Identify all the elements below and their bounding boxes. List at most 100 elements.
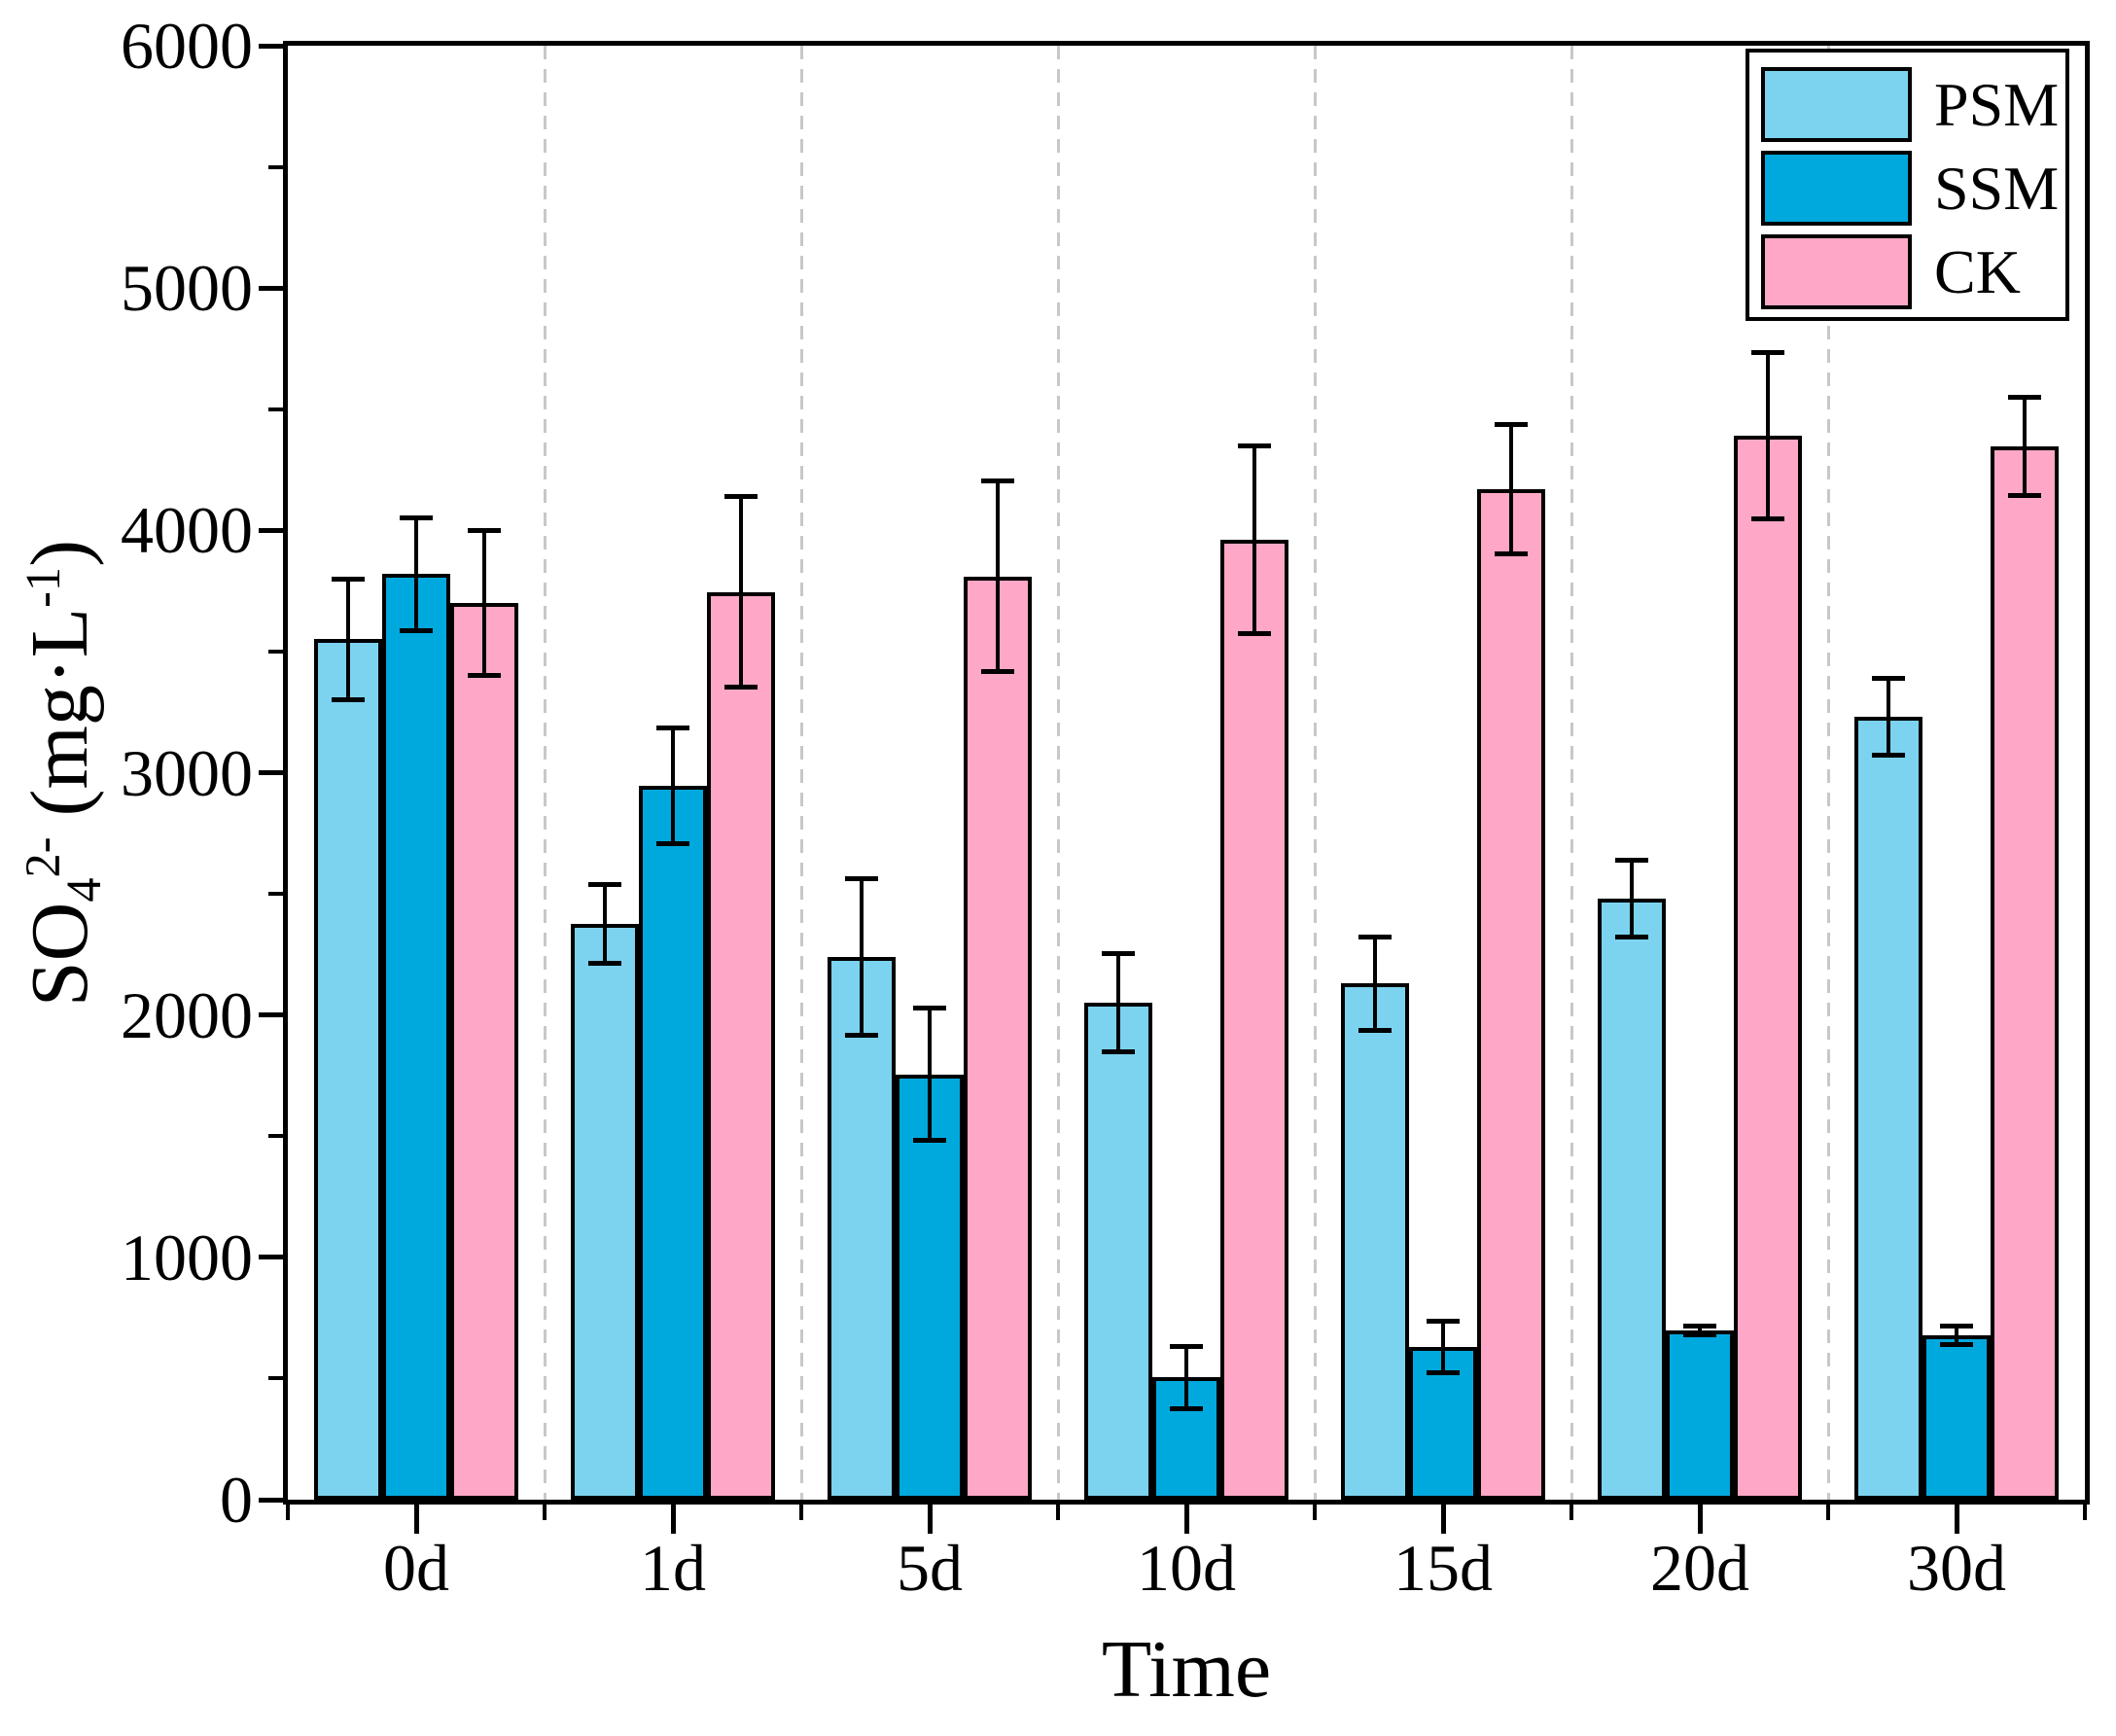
x-tick-major xyxy=(927,1505,933,1534)
x-tick-minor xyxy=(286,1505,290,1520)
error-cap-bottom-psm-0d xyxy=(332,696,365,702)
error-cap-top-ssm-20d xyxy=(1683,1323,1716,1329)
error-bar-ssm-1d xyxy=(671,727,675,844)
y-tick-minor xyxy=(268,164,283,169)
x-tick-minor xyxy=(2083,1505,2087,1520)
group-gridline xyxy=(1313,46,1317,1500)
y-tick-major xyxy=(259,527,283,533)
y-axis-title-subscript: 4 xyxy=(56,877,112,903)
bar-ssm-1d xyxy=(639,786,707,1500)
bar-psm-0d xyxy=(314,639,382,1500)
bar-ssm-30d xyxy=(1922,1334,1991,1500)
error-cap-bottom-ssm-20d xyxy=(1683,1331,1716,1337)
x-tick-label: 20d xyxy=(1650,1531,1749,1605)
x-axis-title: Time xyxy=(1101,1624,1272,1715)
x-tick-label: 5d xyxy=(897,1531,963,1605)
error-cap-bottom-ck-20d xyxy=(1751,516,1784,522)
error-bar-ck-5d xyxy=(996,480,1000,673)
error-bar-ssm-5d xyxy=(928,1008,932,1142)
x-tick-label: 30d xyxy=(1907,1531,2006,1605)
y-tick-major xyxy=(259,1497,283,1503)
error-bar-psm-5d xyxy=(860,877,864,1036)
error-cap-bottom-ck-15d xyxy=(1495,551,1528,557)
x-tick-minor xyxy=(1313,1505,1317,1520)
error-cap-top-psm-30d xyxy=(1872,676,1905,682)
bar-ssm-5d xyxy=(896,1074,964,1500)
error-cap-top-psm-15d xyxy=(1358,934,1392,939)
y-tick-minor xyxy=(268,892,283,897)
error-cap-bottom-ck-0d xyxy=(468,672,501,678)
bar-psm-1d xyxy=(571,924,639,1500)
error-bar-ssm-20d xyxy=(1698,1325,1702,1335)
y-tick-minor xyxy=(268,649,283,654)
error-cap-bottom-ck-10d xyxy=(1238,631,1271,637)
x-tick-minor xyxy=(799,1505,803,1520)
y-tick-label: 5000 xyxy=(121,251,253,326)
bar-ck-15d xyxy=(1477,488,1545,1500)
bar-ck-30d xyxy=(1991,446,2059,1500)
legend-swatch-ck xyxy=(1761,234,1912,309)
error-bar-psm-15d xyxy=(1373,936,1377,1031)
error-cap-bottom-ssm-5d xyxy=(913,1138,946,1144)
x-tick-minor xyxy=(1056,1505,1060,1520)
error-cap-bottom-ssm-10d xyxy=(1170,1405,1203,1411)
y-tick-label: 3000 xyxy=(121,735,253,810)
bar-psm-5d xyxy=(828,956,896,1500)
x-tick-major xyxy=(1440,1505,1446,1534)
error-bar-ssm-10d xyxy=(1184,1345,1188,1409)
error-bar-psm-30d xyxy=(1887,678,1890,757)
y-tick-major xyxy=(259,770,283,775)
error-bar-ck-30d xyxy=(2023,397,2027,497)
x-tick-major xyxy=(413,1505,419,1534)
error-cap-bottom-ck-5d xyxy=(981,669,1014,675)
group-gridline xyxy=(543,46,547,1500)
bar-ck-10d xyxy=(1220,540,1288,1500)
error-cap-top-ssm-0d xyxy=(400,514,433,520)
x-tick-label: 1d xyxy=(640,1531,706,1605)
x-tick-label: 0d xyxy=(383,1531,449,1605)
error-bar-psm-20d xyxy=(1630,860,1634,938)
bar-psm-30d xyxy=(1854,717,1922,1500)
error-bar-ck-1d xyxy=(739,496,743,689)
bar-ck-1d xyxy=(707,591,775,1500)
error-cap-top-ck-0d xyxy=(468,528,501,534)
bar-ck-5d xyxy=(964,576,1032,1500)
error-cap-bottom-ssm-1d xyxy=(656,841,689,846)
error-cap-top-ssm-30d xyxy=(1940,1323,1973,1329)
x-tick-major xyxy=(1697,1505,1703,1534)
error-cap-top-ck-20d xyxy=(1751,350,1784,356)
y-axis-title-superscript: 2- xyxy=(16,836,71,878)
legend: PSM SSM CK xyxy=(1746,49,2069,321)
y-tick-label: 0 xyxy=(220,1463,253,1537)
error-cap-top-psm-5d xyxy=(845,875,878,881)
error-cap-bottom-psm-15d xyxy=(1358,1027,1392,1033)
error-bar-psm-1d xyxy=(603,884,607,965)
error-cap-top-ssm-5d xyxy=(913,1006,946,1011)
group-gridline xyxy=(1569,46,1573,1500)
y-tick-label: 1000 xyxy=(121,1220,253,1294)
y-tick-label: 2000 xyxy=(121,977,253,1052)
error-bar-ssm-0d xyxy=(414,516,418,631)
error-cap-bottom-ssm-0d xyxy=(400,627,433,633)
error-cap-bottom-psm-30d xyxy=(1872,753,1905,759)
bar-ssm-20d xyxy=(1666,1329,1734,1500)
error-cap-top-ck-1d xyxy=(724,494,758,500)
error-cap-top-psm-10d xyxy=(1102,951,1135,957)
y-tick-minor xyxy=(268,1134,283,1139)
error-cap-bottom-ck-30d xyxy=(2008,493,2041,499)
legend-swatch-ssm xyxy=(1761,151,1912,226)
bar-psm-15d xyxy=(1341,983,1409,1500)
y-tick-major xyxy=(259,43,283,49)
error-cap-bottom-psm-1d xyxy=(588,961,621,967)
error-bar-ck-10d xyxy=(1252,445,1256,635)
x-tick-minor xyxy=(543,1505,547,1520)
y-tick-label: 4000 xyxy=(121,493,253,568)
error-bar-ssm-30d xyxy=(1955,1325,1958,1345)
error-cap-top-ssm-1d xyxy=(656,726,689,731)
legend-label-psm: PSM xyxy=(1934,70,2060,139)
x-tick-major xyxy=(670,1505,676,1534)
error-cap-bottom-ssm-30d xyxy=(1940,1341,1973,1347)
error-cap-bottom-psm-20d xyxy=(1615,934,1648,939)
error-cap-bottom-ck-1d xyxy=(724,685,758,691)
